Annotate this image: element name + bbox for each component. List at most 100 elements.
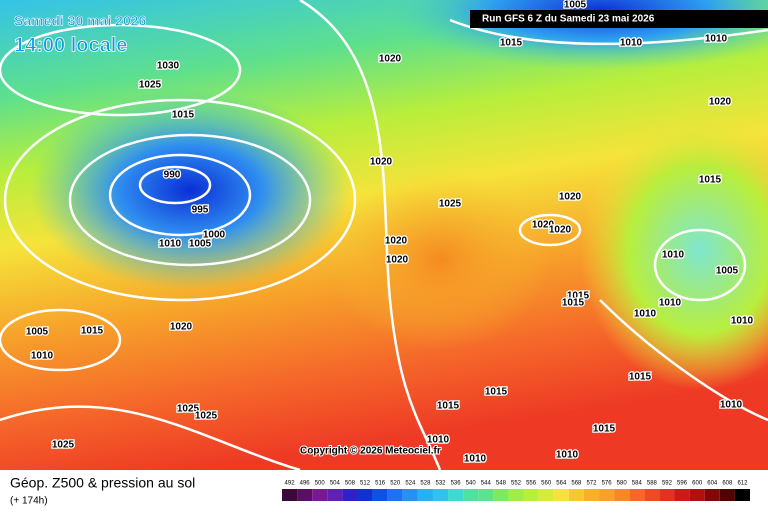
isobar-label: 1005: [189, 239, 212, 250]
legend-label: 516: [375, 481, 386, 487]
isobar-label: 1015: [437, 401, 460, 412]
isobar-label: 1010: [556, 450, 579, 461]
legend-label: 584: [632, 481, 643, 487]
isobar-label: 1010: [31, 351, 54, 362]
legend-swatch: [282, 489, 298, 501]
legend-swatch: [357, 489, 373, 501]
legend-swatch: [297, 489, 313, 501]
isobar-label: 1015: [172, 110, 195, 121]
legend-label: 544: [481, 481, 492, 487]
legend-swatch: [553, 489, 569, 501]
isobar-label: 1015: [629, 372, 652, 383]
isobar-label: 1020: [549, 225, 572, 236]
legend-label: 580: [617, 481, 628, 487]
isobar-label: 1010: [720, 400, 743, 411]
legend-swatch: [568, 489, 584, 501]
legend-swatch: [674, 489, 690, 501]
legend-label: 536: [451, 481, 462, 487]
legend-label: 528: [420, 481, 431, 487]
legend-label: 504: [330, 481, 341, 487]
legend-label: 600: [692, 481, 703, 487]
legend-label: 572: [586, 481, 597, 487]
footer-title: Géop. Z500 & pression au sol: [10, 475, 195, 491]
isobar-label: 1010: [464, 454, 487, 465]
legend-swatch: [342, 489, 358, 501]
legend-label: 588: [647, 481, 658, 487]
isobar-label: 1015: [699, 175, 722, 186]
legend-swatch: [689, 489, 705, 501]
legend-swatch: [614, 489, 630, 501]
legend-swatch: [629, 489, 645, 501]
isobar-label: 1020: [386, 255, 409, 266]
isobar-label: 1000: [203, 230, 226, 241]
isobar-label: 1015: [81, 326, 104, 337]
legend-label: 604: [707, 481, 718, 487]
isobar-label: 1015: [485, 387, 508, 398]
legend-label: 520: [390, 481, 401, 487]
run-text: Run GFS 6 Z du Samedi 23 mai 2026: [482, 14, 655, 25]
isobar-label: 1020: [370, 157, 393, 168]
isobar-label: 1015: [567, 291, 590, 302]
legend-swatch: [387, 489, 403, 501]
legend-label: 592: [662, 481, 673, 487]
legend-swatch: [493, 489, 509, 501]
isobar-label: 1010: [731, 316, 754, 327]
isobar-label: 1025: [177, 404, 200, 415]
isobar-label: 1015: [593, 424, 616, 435]
legend-swatch: [659, 489, 675, 501]
legend-label: 568: [571, 481, 582, 487]
legend-label: 524: [405, 481, 416, 487]
isobar-label: 1005: [716, 266, 739, 277]
legend-swatch: [327, 489, 343, 501]
isobar-label: 1010: [159, 239, 182, 250]
legend-swatch: [734, 489, 750, 501]
legend-label: 496: [300, 481, 311, 487]
isobar-label: 1020: [559, 192, 582, 203]
isobar-label: 1020: [385, 236, 408, 247]
legend-label: 512: [360, 481, 371, 487]
isobar-label: 1010: [427, 435, 450, 446]
legend-swatch: [312, 489, 328, 501]
legend-swatch: [583, 489, 600, 501]
legend-label: 540: [466, 481, 477, 487]
legend-swatch: [644, 489, 660, 501]
copyright: Copyright © 2026 Meteociel.fr: [300, 446, 441, 457]
legend-label: 492: [285, 481, 296, 487]
legend-swatch: [599, 489, 615, 501]
legend-swatch: [402, 489, 418, 501]
legend-label: 556: [526, 481, 537, 487]
legend-swatch: [523, 489, 539, 501]
legend-swatch: [432, 489, 449, 501]
isobar-label: 1025: [52, 440, 75, 451]
isobar-label: 1010: [659, 298, 682, 309]
legend-label: 608: [722, 481, 733, 487]
legend-label: 596: [677, 481, 688, 487]
date: Samedi 30 mai 2026: [14, 13, 147, 29]
legend-label: 508: [345, 481, 356, 487]
isobar-label: 1020: [709, 97, 732, 108]
legend-label: 548: [496, 481, 507, 487]
legend-swatch: [719, 489, 735, 501]
isobars: [0, 0, 768, 470]
legend-swatch: [478, 489, 494, 501]
legend-label: 564: [556, 481, 567, 487]
legend-label: 612: [737, 481, 748, 487]
isobar-label: 1010: [705, 34, 728, 45]
isobar-label: 1010: [620, 38, 643, 49]
isobar-label: 1005: [26, 327, 49, 338]
isobar-label: 1030: [157, 61, 180, 72]
legend-swatch: [538, 489, 554, 501]
legend-label: 552: [511, 481, 522, 487]
isobar-label: 1005: [564, 0, 587, 11]
isobar-label: 1020: [379, 54, 402, 65]
legend-label: 500: [315, 481, 326, 487]
legend: 492 496 500 504 508 512 516 520 524 528 532 536 540 5…: [282, 481, 750, 501]
legend-label: 532: [436, 481, 447, 487]
isobar-label: 1015: [500, 38, 523, 49]
time: 14:00 locale: [14, 34, 127, 56]
legend-swatch: [448, 489, 464, 501]
isobar-label: 995: [192, 205, 209, 216]
legend-swatch: [372, 489, 388, 501]
